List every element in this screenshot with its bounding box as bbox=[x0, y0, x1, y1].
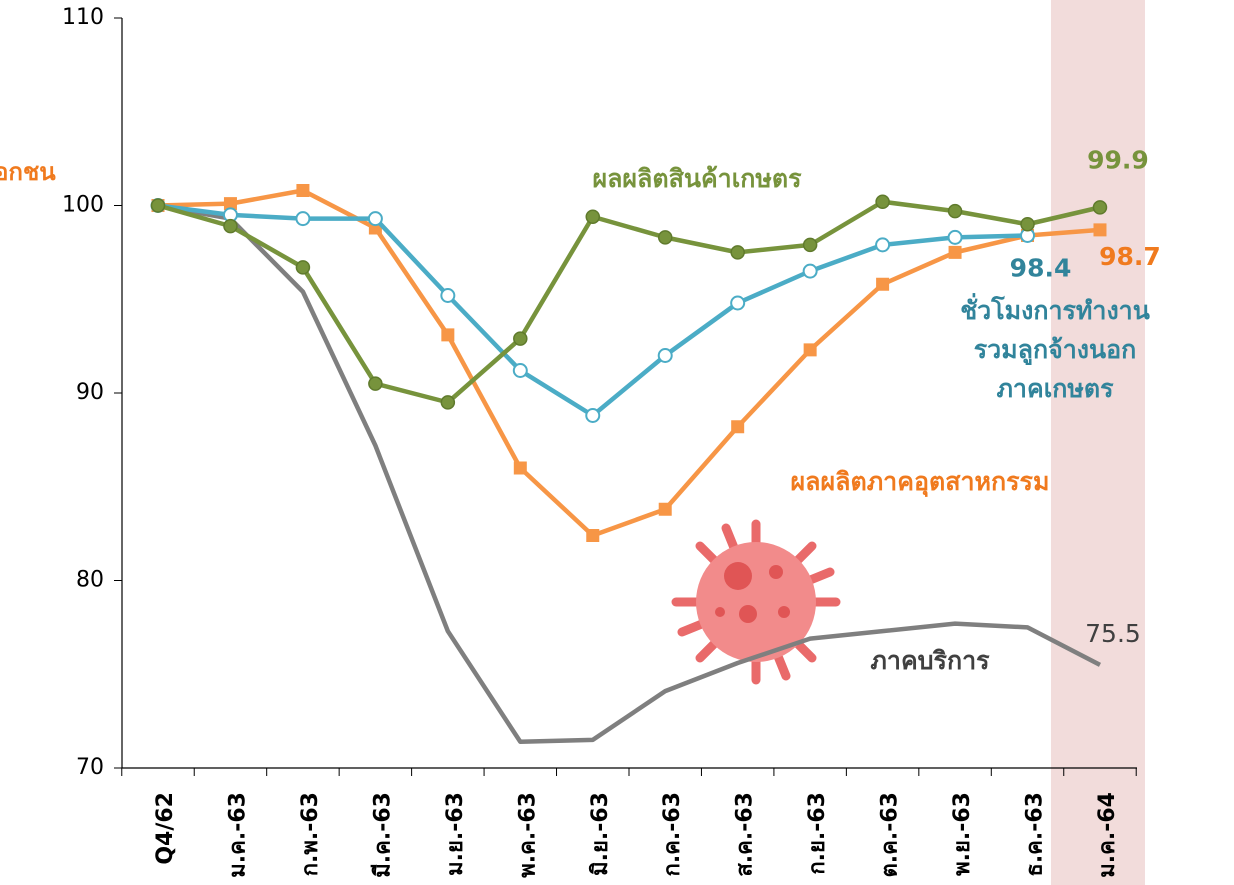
value-label: 98.4 bbox=[1010, 254, 1072, 283]
marker bbox=[296, 184, 310, 197]
marker bbox=[586, 529, 600, 542]
marker bbox=[295, 260, 311, 275]
marker bbox=[295, 211, 311, 227]
x-tick-label: ต.ค.-63 bbox=[878, 792, 903, 877]
marker bbox=[585, 209, 601, 224]
series-line bbox=[157, 203, 1102, 744]
series-line bbox=[157, 199, 1101, 405]
x-tick-label: มี.ค.-63 bbox=[370, 792, 395, 878]
marker bbox=[875, 237, 891, 253]
marker bbox=[803, 343, 817, 357]
x-tick-label: Q4/62 bbox=[153, 792, 178, 865]
marker bbox=[585, 408, 601, 423]
x-tick-label: ม.ค.-63 bbox=[225, 792, 250, 878]
value-label: 98.7 bbox=[1099, 242, 1161, 271]
marker bbox=[731, 420, 745, 434]
marker bbox=[512, 363, 528, 378]
marker bbox=[367, 211, 383, 227]
series-label: ผลผลิตสินค้าเกษตร bbox=[592, 164, 802, 193]
marker bbox=[1020, 217, 1035, 232]
x-tick-label: พ.ค.-63 bbox=[515, 792, 540, 878]
marker bbox=[441, 328, 455, 342]
x-tick-label: มิ.ย.-63 bbox=[588, 792, 613, 876]
marker bbox=[440, 395, 456, 410]
y-tick-label: 100 bbox=[62, 193, 104, 218]
x-tick-label: พ.ย.-63 bbox=[950, 792, 975, 876]
marker bbox=[802, 263, 818, 279]
marker bbox=[658, 502, 672, 516]
marker bbox=[657, 348, 673, 363]
series-line bbox=[157, 203, 1028, 418]
highlight-band bbox=[1050, 0, 1145, 885]
marker bbox=[1093, 223, 1107, 237]
x-tick-label: ธ.ค.-63 bbox=[1023, 792, 1048, 877]
marker bbox=[1092, 200, 1108, 215]
marker bbox=[223, 218, 238, 234]
value-label: 75.5 bbox=[1085, 619, 1141, 648]
marker bbox=[150, 198, 166, 213]
x-tick-label: ก.ย.-63 bbox=[805, 792, 830, 875]
y-tick-label: 70 bbox=[76, 755, 104, 780]
marker bbox=[657, 230, 673, 245]
series-label: ผลผลิตภาคอุตสาหกรรม bbox=[791, 467, 1050, 498]
y-axis-label: อกชน bbox=[0, 158, 56, 186]
y-tick-label: 90 bbox=[76, 380, 104, 405]
marker bbox=[876, 277, 890, 291]
marker bbox=[368, 376, 383, 391]
x-tick-label: ส.ค.-63 bbox=[733, 792, 758, 877]
marker bbox=[875, 194, 890, 209]
x-tick-label: ม.ค.-64 bbox=[1095, 792, 1120, 878]
x-tick-label: ก.พ.-63 bbox=[298, 792, 323, 876]
marker bbox=[802, 237, 818, 253]
marker bbox=[948, 245, 962, 259]
marker bbox=[513, 461, 527, 475]
marker bbox=[730, 295, 746, 311]
y-tick-label: 110 bbox=[62, 5, 104, 30]
marker bbox=[947, 203, 963, 219]
virus-icon bbox=[671, 519, 841, 685]
marker bbox=[513, 331, 528, 346]
series-line bbox=[157, 188, 1101, 538]
y-tick-label: 80 bbox=[76, 568, 104, 593]
value-label: 99.9 bbox=[1087, 145, 1149, 174]
series-label: ภาคบริการ bbox=[870, 646, 990, 675]
marker bbox=[440, 288, 456, 303]
series-label: ชั่วโมงการทำงานรวมลูกจ้างนอกภาคเกษตร bbox=[960, 293, 1150, 403]
marker bbox=[730, 245, 745, 260]
marker bbox=[223, 197, 237, 211]
x-tick-label: ม.ย.-63 bbox=[443, 792, 468, 876]
marker bbox=[947, 229, 963, 245]
x-tick-label: ก.ค.-63 bbox=[660, 792, 685, 877]
